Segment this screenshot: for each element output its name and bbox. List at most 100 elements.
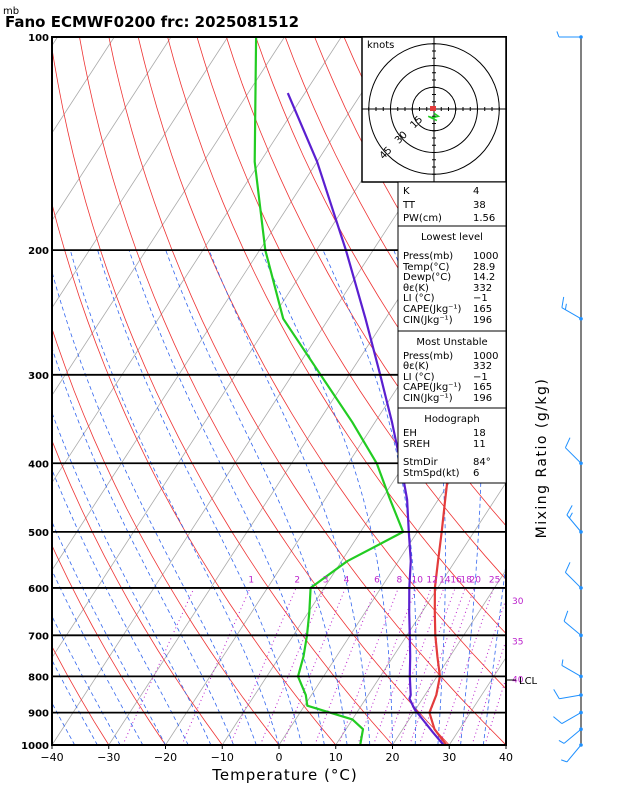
- wind-barb-shaft: [563, 620, 582, 636]
- mixing-ratio-line: [259, 587, 325, 745]
- x-tick-label: 30: [442, 751, 456, 764]
- mixing-ratio-label: 3: [323, 575, 329, 585]
- wind-barb-shaft: [565, 572, 582, 589]
- mixing-ratio-label: 6: [374, 575, 380, 585]
- mu-cape-label: CAPE(Jkg⁻¹): [403, 382, 461, 393]
- ll-dewp-value: 14.2: [473, 272, 495, 283]
- pressure-tick-label: 100: [28, 33, 49, 44]
- isotherm: [52, 37, 172, 222]
- hodograph-heading: Hodograph: [424, 414, 479, 425]
- wind-barb-shaft: [565, 447, 582, 464]
- hb-stmdir-value: 84°: [473, 457, 491, 468]
- dewpoint-profile: [253, 37, 405, 745]
- wind-barb-shaft: [561, 712, 582, 725]
- x-tick-label: −40: [40, 751, 63, 764]
- wind-barb-flag: [561, 659, 564, 666]
- isotherm: [392, 569, 506, 745]
- x-tick-label: −10: [211, 751, 234, 764]
- moist-adiabat: [97, 249, 303, 745]
- hb-sreh-label: SREH: [403, 439, 430, 450]
- mixing-ratio-label: 18: [460, 575, 472, 585]
- pressure-tick-label: 700: [28, 631, 49, 642]
- x-tick-label: −30: [97, 751, 120, 764]
- ll-thetae-label: θε(K): [403, 283, 429, 294]
- hb-stmspd-label: StmSpd(kt): [403, 468, 460, 479]
- mixing-ratio-label: 2: [294, 575, 300, 585]
- mixing-ratio-label: 40: [512, 676, 524, 686]
- mixing-ratio-label: 1: [248, 575, 254, 585]
- wind-barb-shaft: [561, 664, 582, 677]
- wind-barb-shaft: [566, 744, 582, 763]
- hb-stmdir-label: StmDir: [403, 457, 438, 468]
- wind-barb-flag: [556, 31, 560, 38]
- wind-barb-flag: [563, 610, 569, 622]
- lcl-marker: LCL: [506, 676, 538, 687]
- ll-thetae-value: 332: [473, 283, 492, 294]
- ll-li-label: LI (°C): [403, 293, 435, 304]
- wind-barb-flag: [561, 759, 568, 763]
- x-axis-label: Temperature (°C): [211, 766, 357, 784]
- dry-adiabat: [52, 439, 223, 745]
- isotherm: [278, 394, 506, 745]
- index-k-value: 4: [473, 186, 479, 197]
- most-unstable-heading: Most Unstable: [416, 337, 487, 348]
- isotherm: [52, 37, 342, 484]
- wind-barb-flag: [566, 505, 573, 516]
- chart-title: Fano ECMWF0200 frc: 2025081512: [5, 13, 299, 31]
- mixing-ratio-label: 14: [439, 575, 451, 585]
- pressure-tick-label: 900: [28, 709, 49, 720]
- hb-stmspd-value: 6: [473, 468, 479, 479]
- wind-profile: [553, 31, 583, 763]
- ll-li-value: −1: [473, 293, 488, 304]
- moist-adiabat: [482, 560, 506, 745]
- moist-adiabat: [52, 659, 98, 745]
- ll-press-label: Press(mb): [403, 251, 453, 262]
- mu-cin-label: CIN(Jkg⁻¹): [403, 393, 453, 404]
- hodograph-trace-line: [427, 112, 441, 122]
- mixing-ratio-label: 12: [426, 575, 437, 585]
- hb-eh-value: 18: [473, 428, 486, 439]
- mixing-ratio-label: 10: [411, 575, 423, 585]
- index-pw-value: 1.56: [473, 213, 495, 224]
- x-tick-label: 20: [386, 751, 400, 764]
- hodograph-units: knots: [367, 40, 394, 51]
- ll-press-value: 1000: [473, 251, 498, 262]
- isotherm: [52, 37, 229, 309]
- x-tick-label: 10: [329, 751, 343, 764]
- dry-adiabat: [52, 544, 166, 745]
- mixing-ratio-label: 20: [469, 575, 481, 585]
- dry-adiabat: [196, 37, 506, 580]
- mixing-ratio-label: 30: [512, 597, 524, 607]
- hb-eh-label: EH: [403, 428, 417, 439]
- background-lines: [52, 37, 506, 745]
- ll-cin-value: 196: [473, 315, 492, 326]
- mixing-ratio-line: [282, 587, 346, 745]
- x-tick-label: −20: [154, 751, 177, 764]
- mu-cape-value: 165: [473, 382, 492, 393]
- wind-barb-shaft: [563, 728, 582, 744]
- indices-frame: [397, 181, 507, 484]
- pressure-tick-label: 800: [28, 672, 49, 683]
- mu-li-value: −1: [473, 372, 488, 383]
- index-tt-label: TT: [402, 200, 416, 211]
- wind-barb-flag: [564, 562, 571, 573]
- ll-temp-label: Temp(°C): [402, 262, 450, 273]
- x-axis-ticks: −40 −30 −20 −10 0 10 20 30 40: [40, 745, 513, 764]
- wind-barb-flag: [553, 716, 563, 724]
- wind-barb-flag: [561, 296, 565, 308]
- mixing-ratio-label: 16: [450, 575, 462, 585]
- indices-panel: K 4 TT 38 PW(cm) 1.56 Lowest level Press…: [397, 181, 507, 484]
- ll-temp-value: 28.9: [473, 262, 495, 273]
- mixing-ratio-line: [229, 587, 297, 745]
- pressure-tick-label: 400: [28, 459, 49, 470]
- wind-barb-flag: [568, 512, 573, 519]
- moist-adiabat: [52, 270, 257, 745]
- wind-barb-flag: [558, 739, 565, 744]
- mixing-ratio-label: 8: [397, 575, 403, 585]
- mu-thetae-label: θε(K): [403, 361, 429, 372]
- mu-li-label: LI (°C): [403, 372, 435, 383]
